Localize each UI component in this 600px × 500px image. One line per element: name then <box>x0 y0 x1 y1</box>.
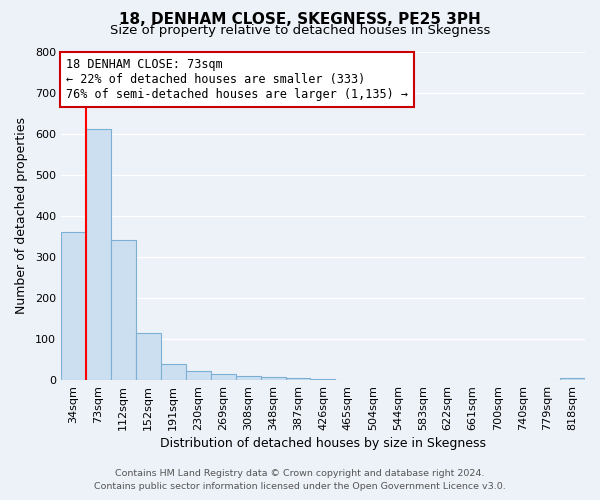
Text: 18 DENHAM CLOSE: 73sqm
← 22% of detached houses are smaller (333)
76% of semi-de: 18 DENHAM CLOSE: 73sqm ← 22% of detached… <box>66 58 408 101</box>
Bar <box>86 128 111 380</box>
Bar <box>560 378 585 380</box>
Y-axis label: Number of detached properties: Number of detached properties <box>15 118 28 314</box>
X-axis label: Distribution of detached houses by size in Skegness: Distribution of detached houses by size … <box>160 437 486 450</box>
Bar <box>186 371 211 380</box>
Bar <box>236 376 260 380</box>
Bar <box>260 377 286 380</box>
Bar <box>111 240 136 380</box>
Bar <box>286 378 310 380</box>
Bar <box>61 232 86 380</box>
Bar <box>310 379 335 380</box>
Bar <box>161 364 186 380</box>
Text: 18, DENHAM CLOSE, SKEGNESS, PE25 3PH: 18, DENHAM CLOSE, SKEGNESS, PE25 3PH <box>119 12 481 28</box>
Text: Contains HM Land Registry data © Crown copyright and database right 2024.
Contai: Contains HM Land Registry data © Crown c… <box>94 469 506 491</box>
Text: Size of property relative to detached houses in Skegness: Size of property relative to detached ho… <box>110 24 490 37</box>
Bar <box>136 333 161 380</box>
Bar <box>211 374 236 380</box>
